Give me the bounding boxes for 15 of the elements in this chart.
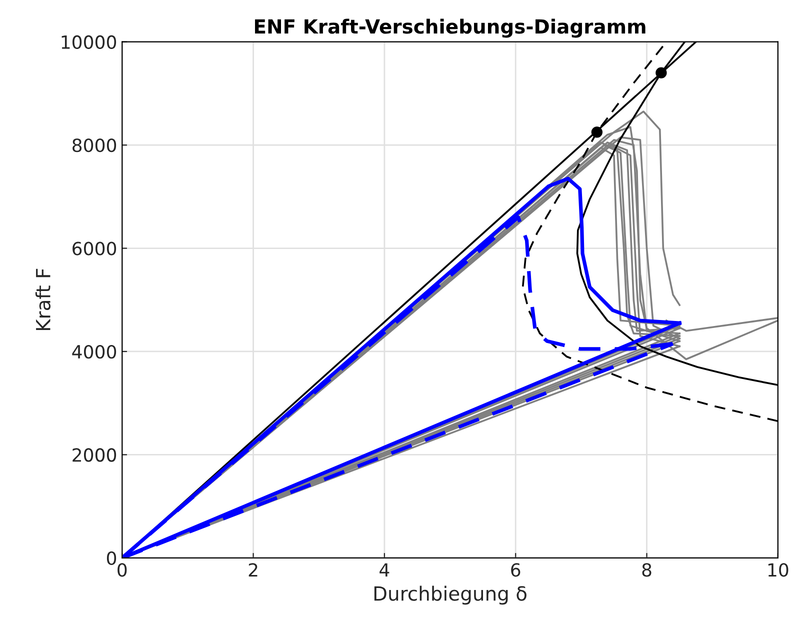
x-tick-label: 8 [642, 563, 652, 577]
y-tick-label: 2000 [72, 448, 116, 462]
y-tick-label: 10000 [62, 35, 116, 49]
y-axis-title: Kraft F [35, 268, 50, 330]
y-tick-label: 6000 [72, 242, 116, 256]
x-tick-label: 0 [118, 563, 127, 577]
chart-title: ENF Kraft-Verschiebungs-Diagramm [255, 18, 646, 38]
x-axis-title: Durchbiegung δ [374, 586, 526, 605]
x-tick-label: 2 [248, 563, 258, 576]
x-tick-label: 4 [380, 563, 390, 576]
y-tick-label: 4000 [72, 344, 116, 359]
y-tick-label: 0 [106, 551, 116, 566]
x-tick-label: 6 [511, 563, 520, 577]
x-tick-label: 10 [768, 563, 788, 577]
y-tick-label: 8000 [72, 138, 116, 152]
